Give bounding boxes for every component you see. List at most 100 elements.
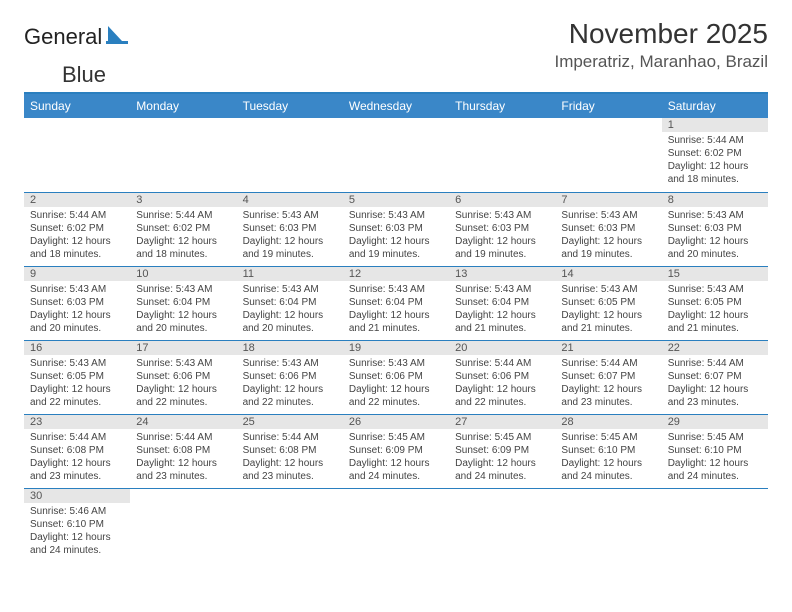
day-details: Sunrise: 5:44 AMSunset: 6:08 PMDaylight:…	[130, 429, 236, 487]
day-details: Sunrise: 5:43 AMSunset: 6:06 PMDaylight:…	[130, 355, 236, 413]
day-number: 19	[343, 341, 449, 355]
calendar-cell	[24, 118, 130, 192]
weekday-header: Sunday	[24, 94, 130, 118]
logo-text-1: General	[24, 24, 102, 50]
calendar-cell: 22Sunrise: 5:44 AMSunset: 6:07 PMDayligh…	[662, 340, 768, 414]
calendar-cell: 6Sunrise: 5:43 AMSunset: 6:03 PMDaylight…	[449, 192, 555, 266]
calendar-cell	[237, 118, 343, 192]
day-number: 8	[662, 193, 768, 207]
calendar-cell	[343, 488, 449, 562]
calendar-table: SundayMondayTuesdayWednesdayThursdayFrid…	[24, 94, 768, 562]
calendar-cell	[662, 488, 768, 562]
day-number: 10	[130, 267, 236, 281]
day-details: Sunrise: 5:43 AMSunset: 6:03 PMDaylight:…	[449, 207, 555, 265]
day-details: Sunrise: 5:45 AMSunset: 6:09 PMDaylight:…	[449, 429, 555, 487]
page-title: November 2025	[554, 18, 768, 50]
day-details: Sunrise: 5:44 AMSunset: 6:02 PMDaylight:…	[130, 207, 236, 265]
calendar-cell: 2Sunrise: 5:44 AMSunset: 6:02 PMDaylight…	[24, 192, 130, 266]
calendar-cell: 17Sunrise: 5:43 AMSunset: 6:06 PMDayligh…	[130, 340, 236, 414]
calendar-cell: 24Sunrise: 5:44 AMSunset: 6:08 PMDayligh…	[130, 414, 236, 488]
day-number: 21	[555, 341, 661, 355]
day-details: Sunrise: 5:43 AMSunset: 6:06 PMDaylight:…	[343, 355, 449, 413]
calendar-cell: 7Sunrise: 5:43 AMSunset: 6:03 PMDaylight…	[555, 192, 661, 266]
calendar-cell	[449, 488, 555, 562]
day-number: 20	[449, 341, 555, 355]
day-number: 25	[237, 415, 343, 429]
day-number: 9	[24, 267, 130, 281]
day-details: Sunrise: 5:43 AMSunset: 6:03 PMDaylight:…	[555, 207, 661, 265]
day-details: Sunrise: 5:45 AMSunset: 6:10 PMDaylight:…	[555, 429, 661, 487]
calendar-cell: 8Sunrise: 5:43 AMSunset: 6:03 PMDaylight…	[662, 192, 768, 266]
day-details: Sunrise: 5:43 AMSunset: 6:06 PMDaylight:…	[237, 355, 343, 413]
calendar-head: SundayMondayTuesdayWednesdayThursdayFrid…	[24, 94, 768, 118]
day-number: 5	[343, 193, 449, 207]
day-number: 23	[24, 415, 130, 429]
day-number: 14	[555, 267, 661, 281]
calendar-cell	[130, 488, 236, 562]
calendar-cell	[130, 118, 236, 192]
day-number: 11	[237, 267, 343, 281]
day-number: 2	[24, 193, 130, 207]
day-details: Sunrise: 5:43 AMSunset: 6:03 PMDaylight:…	[24, 281, 130, 339]
day-details: Sunrise: 5:44 AMSunset: 6:07 PMDaylight:…	[555, 355, 661, 413]
day-details: Sunrise: 5:44 AMSunset: 6:08 PMDaylight:…	[237, 429, 343, 487]
day-details: Sunrise: 5:43 AMSunset: 6:04 PMDaylight:…	[130, 281, 236, 339]
day-details: Sunrise: 5:43 AMSunset: 6:04 PMDaylight:…	[237, 281, 343, 339]
calendar-cell: 21Sunrise: 5:44 AMSunset: 6:07 PMDayligh…	[555, 340, 661, 414]
day-number: 7	[555, 193, 661, 207]
day-details: Sunrise: 5:44 AMSunset: 6:08 PMDaylight:…	[24, 429, 130, 487]
day-details: Sunrise: 5:44 AMSunset: 6:07 PMDaylight:…	[662, 355, 768, 413]
day-number: 15	[662, 267, 768, 281]
day-details: Sunrise: 5:43 AMSunset: 6:04 PMDaylight:…	[449, 281, 555, 339]
day-number: 30	[24, 489, 130, 503]
calendar-cell: 9Sunrise: 5:43 AMSunset: 6:03 PMDaylight…	[24, 266, 130, 340]
logo-text-2-wrap: Blue	[62, 62, 792, 88]
day-number: 6	[449, 193, 555, 207]
day-number: 29	[662, 415, 768, 429]
day-number: 24	[130, 415, 236, 429]
calendar-cell: 29Sunrise: 5:45 AMSunset: 6:10 PMDayligh…	[662, 414, 768, 488]
calendar-body: 1Sunrise: 5:44 AMSunset: 6:02 PMDaylight…	[24, 118, 768, 562]
day-details: Sunrise: 5:46 AMSunset: 6:10 PMDaylight:…	[24, 503, 130, 561]
calendar-cell: 4Sunrise: 5:43 AMSunset: 6:03 PMDaylight…	[237, 192, 343, 266]
calendar-cell	[343, 118, 449, 192]
day-number: 1	[662, 118, 768, 132]
weekday-header: Wednesday	[343, 94, 449, 118]
day-number: 16	[24, 341, 130, 355]
weekday-header: Thursday	[449, 94, 555, 118]
day-number: 17	[130, 341, 236, 355]
weekday-header: Monday	[130, 94, 236, 118]
weekday-header: Saturday	[662, 94, 768, 118]
weekday-header: Tuesday	[237, 94, 343, 118]
calendar-cell	[449, 118, 555, 192]
calendar-cell: 12Sunrise: 5:43 AMSunset: 6:04 PMDayligh…	[343, 266, 449, 340]
calendar-cell: 18Sunrise: 5:43 AMSunset: 6:06 PMDayligh…	[237, 340, 343, 414]
logo: General	[24, 24, 128, 50]
day-details: Sunrise: 5:44 AMSunset: 6:02 PMDaylight:…	[24, 207, 130, 265]
calendar-cell: 23Sunrise: 5:44 AMSunset: 6:08 PMDayligh…	[24, 414, 130, 488]
calendar-cell: 15Sunrise: 5:43 AMSunset: 6:05 PMDayligh…	[662, 266, 768, 340]
day-number: 3	[130, 193, 236, 207]
day-details: Sunrise: 5:43 AMSunset: 6:05 PMDaylight:…	[555, 281, 661, 339]
day-number: 13	[449, 267, 555, 281]
weekday-header: Friday	[555, 94, 661, 118]
calendar-cell: 3Sunrise: 5:44 AMSunset: 6:02 PMDaylight…	[130, 192, 236, 266]
calendar-cell: 14Sunrise: 5:43 AMSunset: 6:05 PMDayligh…	[555, 266, 661, 340]
day-number: 22	[662, 341, 768, 355]
day-details: Sunrise: 5:43 AMSunset: 6:03 PMDaylight:…	[237, 207, 343, 265]
day-number: 4	[237, 193, 343, 207]
calendar-cell: 16Sunrise: 5:43 AMSunset: 6:05 PMDayligh…	[24, 340, 130, 414]
calendar-cell: 30Sunrise: 5:46 AMSunset: 6:10 PMDayligh…	[24, 488, 130, 562]
day-number: 28	[555, 415, 661, 429]
calendar-cell: 20Sunrise: 5:44 AMSunset: 6:06 PMDayligh…	[449, 340, 555, 414]
day-details: Sunrise: 5:43 AMSunset: 6:03 PMDaylight:…	[343, 207, 449, 265]
logo-text-2: Blue	[62, 62, 106, 87]
day-number: 12	[343, 267, 449, 281]
day-details: Sunrise: 5:45 AMSunset: 6:09 PMDaylight:…	[343, 429, 449, 487]
calendar-cell: 13Sunrise: 5:43 AMSunset: 6:04 PMDayligh…	[449, 266, 555, 340]
day-details: Sunrise: 5:43 AMSunset: 6:05 PMDaylight:…	[662, 281, 768, 339]
day-details: Sunrise: 5:43 AMSunset: 6:04 PMDaylight:…	[343, 281, 449, 339]
day-details: Sunrise: 5:44 AMSunset: 6:02 PMDaylight:…	[662, 132, 768, 190]
calendar-cell: 5Sunrise: 5:43 AMSunset: 6:03 PMDaylight…	[343, 192, 449, 266]
calendar-cell: 10Sunrise: 5:43 AMSunset: 6:04 PMDayligh…	[130, 266, 236, 340]
